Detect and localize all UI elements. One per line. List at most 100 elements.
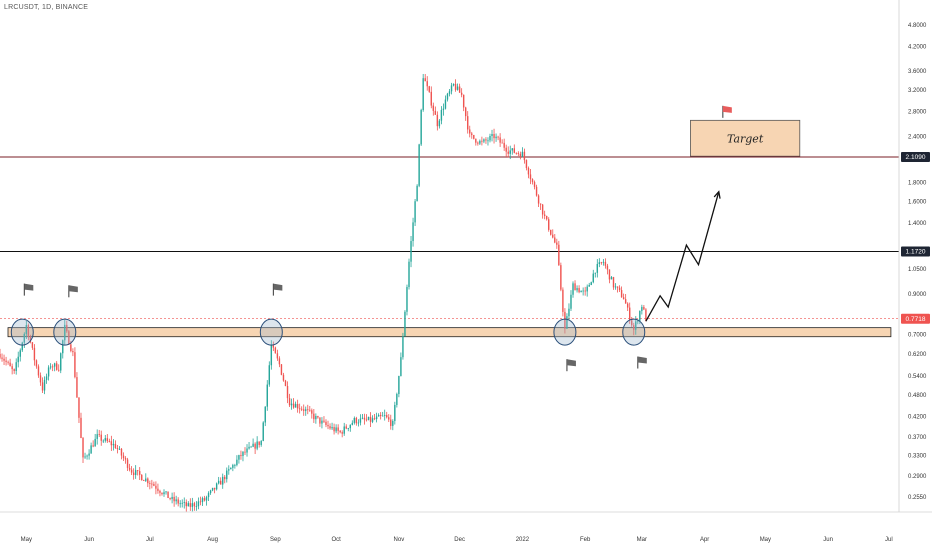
- candle-body: [550, 229, 552, 235]
- candle-body: [126, 459, 129, 468]
- candle-body: [594, 272, 596, 274]
- candle-body: [450, 85, 453, 92]
- current-price-tag-bg: [901, 313, 930, 324]
- candle-body: [641, 306, 643, 312]
- touch-circle-1: [53, 318, 77, 346]
- candle-body: [584, 290, 586, 292]
- candle-body: [62, 340, 64, 354]
- candle-body: [491, 134, 493, 137]
- x-tick-label: Nov: [394, 537, 405, 543]
- x-tick-label: Feb: [580, 537, 591, 543]
- candle-body: [637, 320, 639, 322]
- candle-body: [548, 219, 550, 230]
- target-label: Target: [727, 132, 764, 145]
- candle-body: [155, 485, 157, 489]
- touch-circle-0: [10, 318, 34, 346]
- candle-body: [390, 419, 392, 426]
- x-tick-label: Apr: [700, 537, 709, 543]
- candle-body: [165, 491, 167, 493]
- candle-body: [574, 283, 576, 291]
- candle-body: [143, 480, 145, 482]
- candle-body: [64, 324, 66, 341]
- candle-body: [499, 137, 501, 143]
- candle-body: [246, 448, 248, 453]
- candle-body: [201, 498, 204, 503]
- candle-body: [15, 362, 17, 371]
- candle-body: [242, 451, 244, 457]
- candle-body: [197, 501, 200, 507]
- candle-body: [471, 133, 473, 135]
- x-tick-label: Jul: [146, 537, 154, 543]
- candle-body: [363, 417, 366, 420]
- candle-body: [602, 261, 605, 263]
- candle-body: [469, 129, 471, 134]
- candle-body: [458, 86, 461, 93]
- x-tick-label: Sep: [270, 537, 281, 543]
- candle-body: [452, 83, 455, 86]
- candle-body: [278, 358, 281, 365]
- y-tick-label: 0.2900: [908, 474, 927, 480]
- candle-body: [414, 201, 416, 223]
- candle-body: [272, 345, 275, 348]
- current-price-tag-label: 0.7718: [906, 316, 926, 323]
- support-zone: [7, 327, 892, 338]
- candle-body: [606, 265, 609, 270]
- candle-body: [412, 222, 414, 242]
- candle-body: [173, 496, 175, 502]
- x-tick-label: Mar: [637, 537, 647, 543]
- candle-body: [21, 342, 23, 351]
- candle-body: [456, 86, 459, 90]
- candle-body: [286, 386, 289, 399]
- y-tick-label: 4.2000: [908, 44, 927, 50]
- candle-body: [13, 369, 15, 371]
- candle-body: [284, 380, 287, 387]
- candle-body: [462, 94, 465, 108]
- candle-body: [343, 426, 345, 434]
- candle-body: [274, 347, 277, 354]
- candle-body: [298, 408, 301, 410]
- symbol-title: LRCUSDT, 1D, BINANCE: [4, 4, 89, 11]
- candle-body: [292, 403, 295, 408]
- candle-body: [588, 284, 590, 287]
- candle-body: [86, 455, 88, 457]
- candle-body: [157, 488, 159, 491]
- time-axis-bg: [0, 512, 932, 550]
- candle-body: [132, 472, 135, 475]
- candle-body: [523, 151, 526, 161]
- candle-body: [541, 204, 544, 215]
- price-axis-bg: [899, 0, 932, 550]
- candle-body: [525, 160, 528, 169]
- candle-body: [422, 78, 424, 111]
- candle-body: [633, 325, 635, 330]
- candle-body: [211, 487, 214, 491]
- candle-body: [596, 263, 599, 273]
- candle-body: [215, 483, 218, 490]
- candle-body: [124, 458, 127, 460]
- candle-body: [294, 403, 297, 408]
- y-tick-label: 3.2000: [908, 88, 927, 94]
- candle-body: [485, 139, 487, 141]
- flag-icon-5: [722, 105, 732, 113]
- candle-body: [519, 153, 522, 157]
- candle-body: [270, 345, 273, 366]
- candle-body: [487, 140, 489, 142]
- candle-body: [288, 398, 291, 406]
- zones-layer: Target: [7, 119, 892, 338]
- candle-body: [592, 273, 594, 283]
- candle-body: [325, 421, 327, 425]
- candle-body: [23, 333, 26, 343]
- candle-body: [147, 478, 149, 484]
- candle-body: [355, 417, 358, 424]
- candle-body: [576, 288, 578, 291]
- candle-body: [375, 416, 378, 420]
- candle-body: [219, 480, 222, 485]
- candle-body: [224, 476, 226, 480]
- candle-body: [5, 360, 7, 362]
- candle-body: [337, 427, 339, 431]
- y-tick-label: 1.0500: [908, 267, 927, 273]
- candle-body: [545, 215, 548, 220]
- candle-body: [209, 490, 212, 494]
